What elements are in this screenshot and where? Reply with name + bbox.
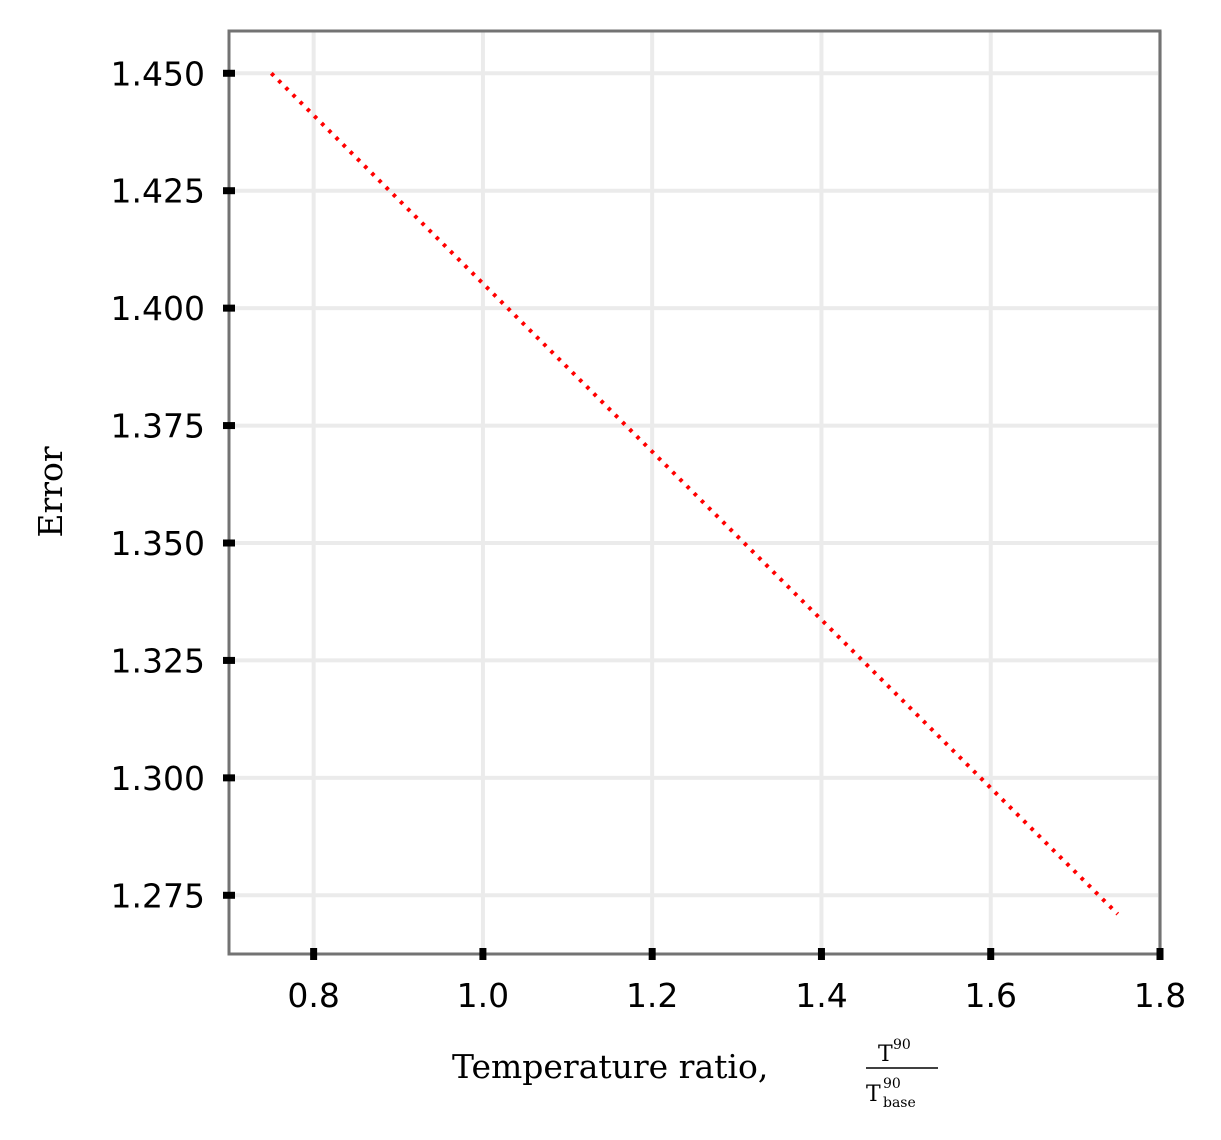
x-tick-label: 1.8 bbox=[1134, 976, 1186, 1015]
y-tick-label: 1.425 bbox=[111, 172, 205, 211]
fraction-denominator-sub: base bbox=[883, 1095, 916, 1111]
y-tick-label: 1.400 bbox=[111, 289, 205, 328]
x-axis-label-text: Temperature ratio, bbox=[452, 1047, 779, 1086]
x-tick-label: 1.6 bbox=[964, 976, 1016, 1015]
x-tick-label: 1.2 bbox=[626, 976, 678, 1015]
series-layer bbox=[269, 71, 1120, 916]
x-tick-label: 1.4 bbox=[795, 976, 847, 1015]
fraction-denominator: T bbox=[866, 1082, 881, 1107]
fraction-numerator-sup: 90 bbox=[893, 1037, 911, 1053]
fraction-numerator: T bbox=[878, 1042, 893, 1067]
y-axis-label: Error bbox=[31, 446, 70, 538]
y-tick-label: 1.375 bbox=[111, 407, 205, 446]
axis-ticks bbox=[223, 69, 1164, 960]
x-axis-label-fraction: T 90 T 90 base bbox=[866, 1037, 938, 1111]
x-tick-label: 0.8 bbox=[287, 976, 339, 1015]
y-tick-label: 1.300 bbox=[111, 759, 205, 798]
series-line bbox=[269, 71, 1120, 916]
x-tick-label: 1.0 bbox=[457, 976, 509, 1015]
x-tick-labels: 0.8 1.0 1.2 1.4 1.6 1.8 bbox=[287, 976, 1186, 1015]
y-tick-label: 1.450 bbox=[111, 54, 205, 93]
x-axis-label: Temperature ratio, T 90 T 90 base bbox=[452, 1037, 938, 1111]
plot-frame bbox=[227, 29, 1162, 956]
fraction-denominator-sup: 90 bbox=[883, 1076, 901, 1092]
grid-lines bbox=[229, 31, 1162, 954]
y-tick-label: 1.350 bbox=[111, 524, 205, 563]
y-tick-label: 1.275 bbox=[111, 876, 205, 915]
y-tick-labels: 1.275 1.300 1.325 1.350 1.375 1.400 1.425 1.450 bbox=[111, 54, 205, 915]
y-tick-label: 1.325 bbox=[111, 641, 205, 680]
